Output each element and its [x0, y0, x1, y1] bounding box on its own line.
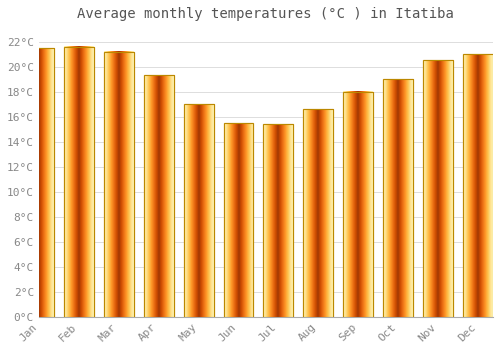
Bar [64, 47, 94, 317]
Bar [144, 75, 174, 317]
Bar [423, 60, 453, 317]
Bar [344, 92, 374, 317]
Bar [224, 123, 254, 317]
Bar [423, 60, 453, 317]
Bar [344, 92, 374, 317]
Bar [304, 109, 334, 317]
Bar [463, 54, 493, 317]
Bar [64, 47, 94, 317]
Bar [304, 109, 334, 317]
Bar [224, 123, 254, 317]
Bar [463, 54, 493, 317]
Bar [144, 75, 174, 317]
Bar [264, 124, 294, 317]
Bar [104, 51, 134, 317]
Bar [184, 104, 214, 317]
Bar [24, 48, 54, 317]
Bar [383, 79, 413, 317]
Bar [104, 51, 134, 317]
Bar [24, 48, 54, 317]
Title: Average monthly temperatures (°C ) in Itatiba: Average monthly temperatures (°C ) in It… [78, 7, 454, 21]
Bar [383, 79, 413, 317]
Bar [184, 104, 214, 317]
Bar [264, 124, 294, 317]
